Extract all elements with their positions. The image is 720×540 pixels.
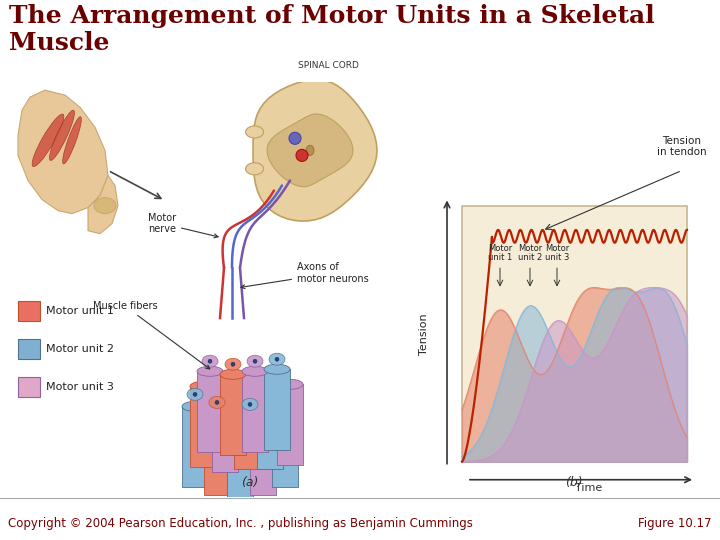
Bar — [257, 388, 283, 469]
Text: SPINAL CORD: SPINAL CORD — [297, 61, 359, 70]
Ellipse shape — [277, 379, 303, 389]
Bar — [250, 415, 276, 495]
Text: Axons of
motor neurons: Axons of motor neurons — [241, 262, 369, 288]
Bar — [212, 392, 238, 472]
Bar — [182, 407, 208, 487]
Polygon shape — [267, 114, 353, 187]
Text: Motor
unit 1: Motor unit 1 — [488, 244, 512, 262]
Ellipse shape — [32, 114, 64, 166]
Text: Figure 10.17: Figure 10.17 — [639, 517, 712, 530]
Text: Motor unit 1: Motor unit 1 — [46, 306, 114, 316]
Ellipse shape — [246, 126, 264, 138]
Bar — [242, 372, 268, 451]
Bar — [197, 372, 223, 451]
Bar — [18, 377, 40, 397]
Text: (a): (a) — [241, 476, 258, 489]
Ellipse shape — [242, 399, 258, 410]
Ellipse shape — [208, 359, 212, 363]
Ellipse shape — [246, 163, 264, 175]
Text: Time: Time — [575, 483, 603, 493]
Text: Tension: Tension — [419, 313, 429, 355]
Ellipse shape — [227, 411, 253, 422]
Ellipse shape — [253, 359, 257, 363]
Ellipse shape — [190, 381, 216, 391]
Bar — [234, 388, 260, 469]
Text: Motor
unit 2: Motor unit 2 — [518, 244, 542, 262]
Bar — [227, 416, 253, 497]
Ellipse shape — [215, 400, 219, 404]
Ellipse shape — [94, 198, 116, 214]
Ellipse shape — [242, 366, 268, 376]
Bar — [220, 374, 246, 455]
Text: Muscle fibers: Muscle fibers — [93, 301, 210, 369]
Ellipse shape — [306, 145, 314, 156]
Ellipse shape — [204, 409, 230, 420]
Bar — [190, 386, 216, 467]
Ellipse shape — [296, 150, 308, 161]
Ellipse shape — [209, 396, 225, 408]
Text: The Arrangement of Motor Units in a Skeletal
Muscle: The Arrangement of Motor Units in a Skel… — [9, 4, 654, 55]
Ellipse shape — [187, 388, 203, 400]
Ellipse shape — [269, 353, 285, 365]
Text: Motor unit 2: Motor unit 2 — [46, 344, 114, 354]
Ellipse shape — [225, 358, 241, 370]
Bar — [277, 384, 303, 464]
Ellipse shape — [264, 364, 290, 374]
Bar — [204, 415, 230, 495]
Ellipse shape — [182, 401, 208, 411]
Ellipse shape — [248, 402, 252, 407]
Text: Tension
in tendon: Tension in tendon — [657, 136, 707, 157]
Text: Copyright © 2004 Pearson Education, Inc. , publishing as Benjamin Cummings: Copyright © 2004 Pearson Education, Inc.… — [8, 517, 473, 530]
Polygon shape — [88, 176, 118, 234]
Ellipse shape — [197, 366, 223, 376]
Ellipse shape — [212, 386, 238, 396]
Polygon shape — [253, 80, 377, 221]
Text: Motor
nerve: Motor nerve — [148, 213, 218, 238]
Ellipse shape — [202, 355, 218, 367]
Ellipse shape — [234, 383, 260, 393]
Bar — [18, 339, 40, 359]
Ellipse shape — [50, 110, 74, 160]
Bar — [272, 407, 298, 487]
Ellipse shape — [250, 409, 276, 420]
Text: Motor unit 3: Motor unit 3 — [46, 382, 114, 393]
Ellipse shape — [63, 117, 81, 164]
Text: (b): (b) — [565, 476, 582, 489]
Ellipse shape — [272, 401, 298, 411]
Ellipse shape — [220, 369, 246, 379]
Polygon shape — [18, 90, 108, 214]
Text: Motor
unit 3: Motor unit 3 — [545, 244, 570, 262]
Ellipse shape — [289, 132, 301, 144]
Ellipse shape — [275, 357, 279, 361]
Bar — [462, 206, 687, 462]
Bar — [18, 301, 40, 321]
Bar — [264, 369, 290, 450]
Ellipse shape — [193, 393, 197, 396]
Ellipse shape — [231, 362, 235, 366]
Ellipse shape — [247, 355, 263, 367]
Ellipse shape — [257, 383, 283, 393]
